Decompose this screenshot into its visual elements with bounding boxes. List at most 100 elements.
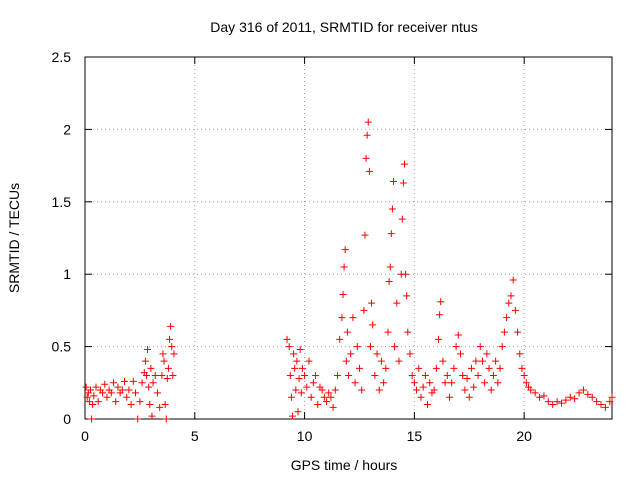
data-point bbox=[459, 372, 467, 380]
data-point bbox=[481, 379, 489, 387]
data-point bbox=[385, 277, 393, 285]
data-point bbox=[500, 328, 508, 336]
data-point bbox=[461, 386, 469, 394]
data-point bbox=[296, 345, 304, 353]
data-point bbox=[498, 343, 506, 351]
data-point bbox=[430, 386, 438, 394]
data-point bbox=[509, 276, 517, 284]
data-point bbox=[489, 372, 497, 380]
data-point bbox=[441, 379, 449, 387]
data-point bbox=[520, 372, 528, 380]
data-point bbox=[470, 383, 478, 391]
data-point bbox=[114, 383, 122, 391]
data-point bbox=[608, 393, 616, 401]
y-tick-label: 2 bbox=[63, 121, 71, 137]
data-point bbox=[295, 374, 303, 382]
data-point bbox=[163, 374, 171, 382]
data-point bbox=[85, 398, 93, 406]
data-point bbox=[286, 372, 294, 380]
data-point bbox=[149, 379, 157, 387]
data-point bbox=[584, 390, 592, 398]
data-point bbox=[145, 383, 153, 391]
data-point bbox=[496, 364, 504, 372]
data-point bbox=[511, 306, 519, 314]
data-point bbox=[283, 335, 291, 343]
data-point bbox=[369, 321, 377, 329]
y-tick-label: 2.5 bbox=[52, 49, 72, 65]
data-point bbox=[136, 398, 144, 406]
data-point bbox=[99, 389, 107, 397]
data-point bbox=[325, 389, 333, 397]
data-point bbox=[390, 178, 398, 186]
data-point bbox=[463, 374, 471, 382]
data-point bbox=[148, 412, 156, 420]
y-tick-label: 1 bbox=[63, 266, 71, 282]
data-point bbox=[527, 386, 535, 394]
data-point bbox=[142, 372, 150, 380]
x-tick-label: 20 bbox=[516, 428, 532, 444]
data-point bbox=[456, 350, 464, 358]
data-point bbox=[435, 335, 443, 343]
data-point bbox=[125, 386, 133, 394]
data-point bbox=[364, 118, 372, 126]
x-tick-label: 5 bbox=[191, 428, 199, 444]
data-point bbox=[384, 328, 392, 336]
data-points bbox=[82, 118, 616, 423]
data-point bbox=[164, 364, 172, 372]
data-point bbox=[404, 328, 412, 336]
data-point bbox=[571, 395, 579, 403]
data-point bbox=[112, 398, 120, 406]
data-point bbox=[329, 403, 337, 411]
data-point bbox=[158, 372, 166, 380]
data-point bbox=[341, 246, 349, 254]
data-point bbox=[361, 231, 369, 239]
data-point bbox=[368, 299, 376, 307]
data-point bbox=[134, 415, 142, 423]
data-point bbox=[386, 263, 394, 271]
data-point bbox=[301, 372, 309, 380]
data-point bbox=[323, 398, 331, 406]
x-axis-label: GPS time / hours bbox=[291, 457, 398, 473]
data-point bbox=[331, 386, 339, 394]
y-tick-label: 0 bbox=[63, 411, 71, 427]
data-point bbox=[314, 401, 322, 409]
data-point bbox=[318, 386, 326, 394]
data-point bbox=[327, 393, 335, 401]
data-point bbox=[400, 160, 408, 168]
data-point bbox=[474, 372, 482, 380]
data-point bbox=[305, 357, 313, 365]
data-point bbox=[159, 350, 167, 358]
data-point bbox=[403, 292, 411, 300]
data-point bbox=[494, 379, 502, 387]
data-point bbox=[342, 357, 350, 365]
data-point bbox=[343, 328, 351, 336]
data-point bbox=[132, 389, 140, 397]
data-point bbox=[371, 372, 379, 380]
data-point bbox=[454, 331, 462, 339]
data-point bbox=[320, 393, 328, 401]
data-point bbox=[285, 343, 293, 351]
data-point bbox=[465, 393, 473, 401]
data-point bbox=[531, 389, 539, 397]
plot-frame bbox=[84, 56, 613, 420]
data-point bbox=[334, 372, 342, 380]
data-point bbox=[483, 350, 491, 358]
data-point bbox=[309, 379, 317, 387]
data-point bbox=[287, 393, 295, 401]
data-point bbox=[436, 311, 444, 319]
data-point bbox=[170, 350, 178, 358]
data-point bbox=[516, 350, 524, 358]
data-point bbox=[121, 377, 129, 385]
data-point bbox=[419, 383, 427, 391]
data-point bbox=[156, 403, 164, 411]
data-point bbox=[82, 383, 90, 391]
data-point bbox=[88, 415, 96, 423]
data-point bbox=[144, 345, 152, 353]
data-point bbox=[107, 389, 115, 397]
data-point bbox=[355, 364, 363, 372]
y-tick-label: 1.5 bbox=[52, 194, 72, 210]
x-tick-label: 10 bbox=[297, 428, 313, 444]
y-axis-label: SRMTID / TECUs bbox=[6, 183, 22, 293]
data-point bbox=[151, 372, 159, 380]
